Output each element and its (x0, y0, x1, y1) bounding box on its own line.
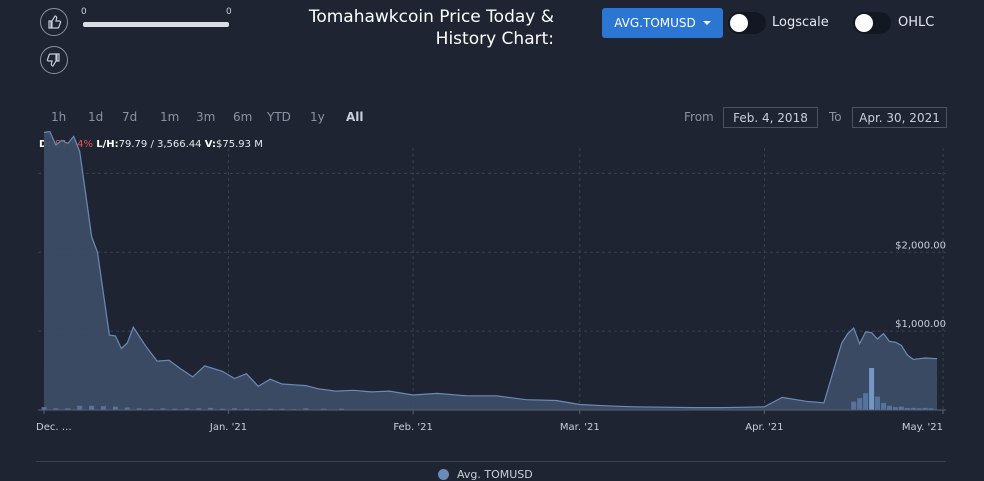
volume-bar (77, 405, 83, 410)
volume-bar (303, 408, 309, 410)
volume-bar (875, 396, 880, 410)
volume-bar (863, 393, 869, 410)
volume-bar (857, 398, 863, 410)
from-label: From (684, 110, 714, 124)
price-line (43, 130, 938, 409)
volume-bar (928, 408, 934, 410)
d-label: D: (39, 139, 52, 150)
currency-dropdown-label: AVG.TOMUSD (614, 16, 696, 30)
volume-bar (232, 408, 237, 410)
volume-bar (916, 408, 922, 410)
volume-bar (851, 401, 857, 410)
ohlc-toggle[interactable] (853, 12, 891, 34)
x-tick-label: Feb. '21 (393, 422, 433, 433)
range-button-3m[interactable]: 3m (196, 110, 216, 124)
x-tick-label: Apr. '21 (745, 422, 783, 433)
lh-label: L/H: (96, 139, 119, 150)
toggle-knob (855, 14, 873, 32)
legend-series-label: Avg. TOMUSD (457, 468, 533, 481)
range-button-1y[interactable]: 1y (310, 110, 325, 124)
volume-bar (321, 408, 327, 410)
volume-bar (922, 407, 928, 410)
range-button-7d[interactable]: 7d (122, 110, 138, 124)
y-tick-label: $2,000.00 (895, 240, 946, 251)
range-button-1d[interactable]: 1d (88, 110, 104, 124)
volume-bar (279, 408, 285, 410)
volume-bar (886, 405, 892, 410)
thumbs-down-icon (46, 52, 62, 68)
volume-bar (112, 406, 118, 410)
chart-legend[interactable]: Avg. TOMUSD (438, 468, 533, 481)
volume-bar (124, 407, 130, 410)
volume-bar (53, 408, 59, 410)
volume-bar (160, 408, 166, 410)
volume-bar (136, 408, 142, 410)
range-button-all[interactable]: All (346, 110, 364, 124)
volume-bar (243, 408, 249, 410)
price-area-fill (43, 131, 938, 410)
x-tick-label: May. '21 (902, 422, 943, 433)
volume-bar (869, 368, 875, 410)
lh-value: 79.79 / 3,566.44 (118, 139, 202, 150)
volume-bar (881, 402, 886, 410)
ohlc-label: OHLC (898, 15, 935, 30)
v-label: V: (204, 139, 217, 150)
volume-bar (898, 406, 904, 410)
volume-bar (904, 407, 910, 410)
volume-bar (255, 409, 261, 410)
price-stats: D:-81.84% L/H:79.79 / 3,566.44 V:$75.93 … (39, 139, 263, 150)
volume-bar (89, 405, 95, 410)
volume-bar (910, 407, 916, 410)
volume-bar (172, 408, 178, 410)
v-value: $75.93 M (216, 139, 263, 150)
volume-bar (184, 408, 190, 410)
to-label: To (829, 110, 842, 124)
volume-bar (267, 408, 273, 410)
range-button-6m[interactable]: 6m (233, 110, 253, 124)
thumbs-down-button[interactable] (40, 46, 68, 74)
legend-divider (36, 461, 946, 462)
range-button-ytd[interactable]: YTD (267, 110, 291, 124)
volume-bar (220, 408, 226, 410)
x-tick-label: Jan. '21 (209, 422, 247, 433)
range-button-1h[interactable]: 1h (51, 110, 67, 124)
volume-bar (41, 407, 47, 410)
x-tick-label: Mar. '21 (560, 422, 600, 433)
logscale-label: Logscale (772, 15, 829, 30)
logscale-toggle[interactable] (728, 12, 766, 34)
from-date-input[interactable]: Feb. 4, 2018 (723, 107, 818, 128)
chart-title: Tomahawkcoin Price Today & History Chart… (308, 7, 554, 49)
currency-dropdown-button[interactable]: AVG.TOMUSD (602, 8, 723, 38)
thumbs-up-icon (46, 14, 62, 30)
volume-bar (208, 407, 214, 410)
toggle-knob (730, 14, 748, 32)
legend-series-marker (438, 469, 449, 480)
volume-bar (196, 408, 202, 410)
y-tick-label: $1,000.00 (895, 319, 946, 330)
volume-bar (339, 408, 345, 410)
up-vote-bar (83, 22, 229, 27)
range-button-1m[interactable]: 1m (160, 110, 180, 124)
d-value: -81.84% (51, 139, 94, 150)
volume-bar (65, 408, 71, 410)
thumbs-up-button[interactable] (40, 8, 68, 36)
up-vote-count: 0 (81, 7, 87, 17)
volume-bar (892, 407, 898, 410)
volume-bar (291, 409, 297, 410)
down-vote-count: 0 (226, 7, 232, 17)
x-tick-label: Dec. … (36, 422, 72, 433)
volume-bar (148, 408, 154, 410)
volume-bar (101, 406, 106, 410)
caret-down-icon (702, 21, 711, 25)
to-date-input[interactable]: Apr. 30, 2021 (852, 107, 947, 128)
